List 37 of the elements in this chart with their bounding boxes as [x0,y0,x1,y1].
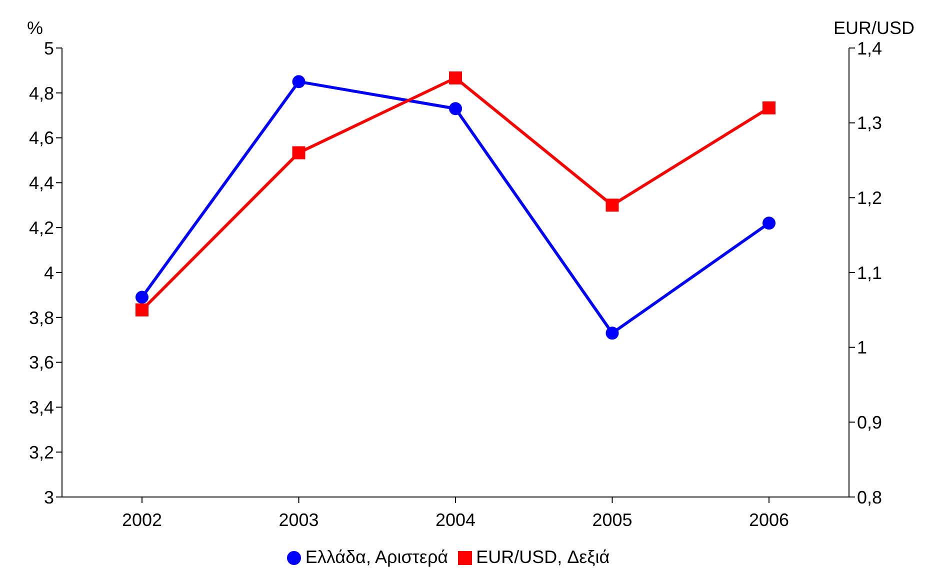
point [762,101,776,114]
y2-tick-label: 1,3 [857,113,882,134]
x-tick-label: 2006 [748,510,790,530]
y-tick-label: 5 [44,38,54,58]
y-tick-label: 3,6 [28,352,54,373]
y-tick-label: 3,2 [28,442,54,462]
x-tick-label: 2004 [435,510,476,530]
y2-tick-label: 0,9 [857,412,882,433]
point [449,71,462,84]
y-axis-title: % [26,18,44,38]
y-tick-label: 3,8 [28,308,54,328]
y2-tick-label: 1,4 [857,38,882,58]
point [449,102,462,116]
point [762,216,776,230]
y-tick-label: 3,4 [28,398,54,418]
legend-label: Ελλάδα, Αριστερά [305,547,448,567]
y-tick-label: 3 [44,487,54,508]
y2-tick-label: 1,1 [857,262,882,283]
y2-axis-title: EUR/USD [833,18,915,38]
y-tick-label: 4,8 [28,83,54,104]
y2-tick-label: 1 [857,338,868,358]
y-tick-label: 4 [44,262,54,283]
point [136,303,148,316]
y-tick-label: 4,6 [28,128,54,148]
x-tick-label: 2003 [278,510,319,530]
x-tick-label: 2002 [122,510,162,530]
point [606,326,619,340]
x-tick-label: 2005 [592,510,632,530]
legend-label: EUR/USD, Δεξιά [476,547,610,567]
point [606,198,619,212]
y-tick-label: 4,2 [28,218,54,238]
point [292,146,306,160]
point [292,75,306,88]
point [136,290,148,304]
y2-tick-label: 1,2 [857,188,882,208]
y-tick-label: 4,4 [28,173,54,194]
y2-tick-label: 0,8 [857,487,882,508]
